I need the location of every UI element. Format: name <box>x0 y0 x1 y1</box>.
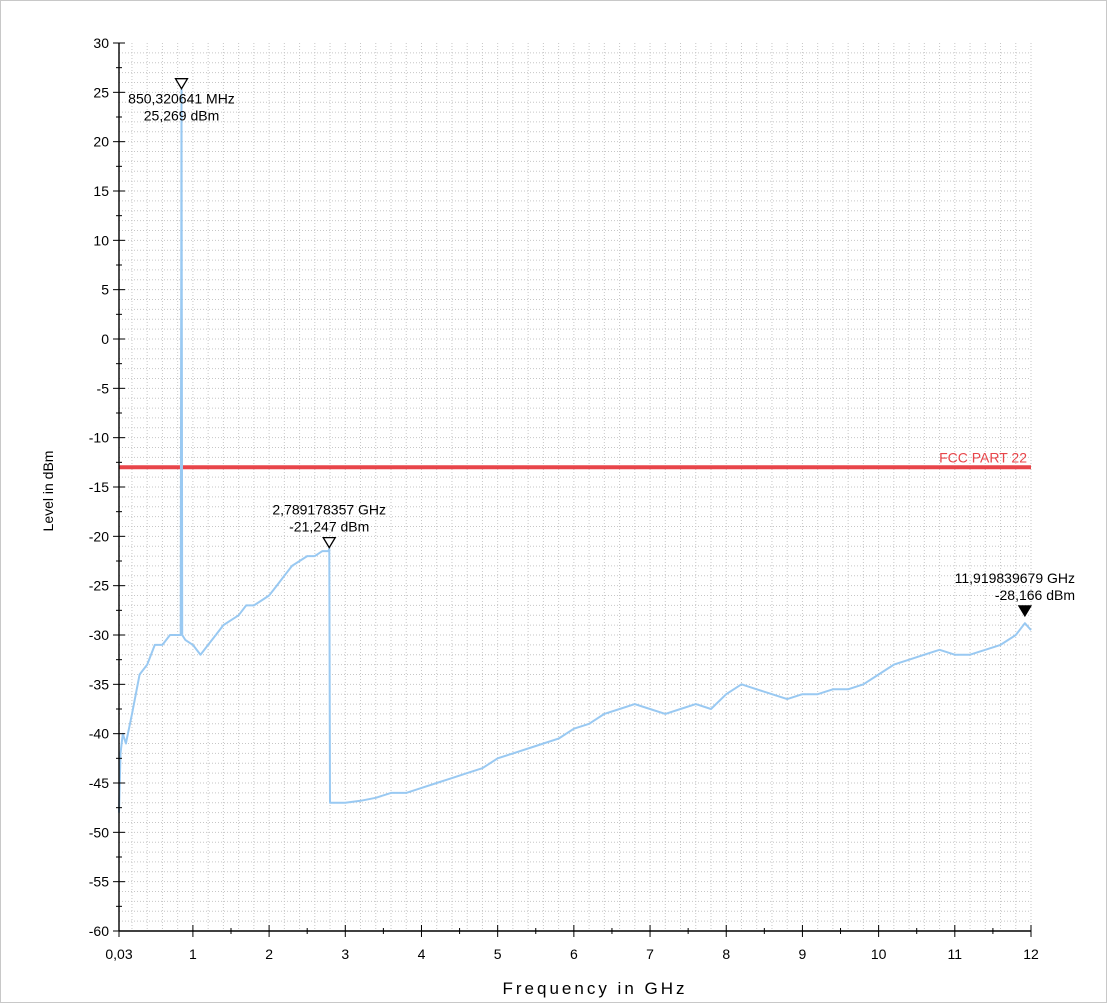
x-tick-label: 1 <box>189 946 197 962</box>
x-tick-label: 8 <box>722 946 730 962</box>
x-tick-label: 6 <box>570 946 578 962</box>
y-tick-label: 10 <box>93 232 109 248</box>
y-tick-label: -60 <box>89 923 109 939</box>
spectrum-trace <box>118 88 1032 813</box>
x-tick-label: 7 <box>646 946 654 962</box>
marker-level-label: 25,269 dBm <box>144 108 220 124</box>
marker-triangle <box>1017 605 1033 618</box>
y-tick-label: -5 <box>97 380 110 396</box>
x-tick-label: 11 <box>948 946 963 962</box>
y-tick-label: -25 <box>89 578 109 594</box>
y-tick-label: -55 <box>89 874 109 890</box>
y-tick-label: -45 <box>89 775 109 791</box>
grid <box>119 43 1032 931</box>
limit-line-label: FCC PART 22 <box>939 449 1027 465</box>
y-tick-label: -20 <box>89 528 109 544</box>
marker-triangle <box>322 536 337 549</box>
x-tick-label: 12 <box>1023 946 1039 962</box>
x-tick-label: 10 <box>871 946 887 962</box>
y-tick-label: -50 <box>89 824 109 840</box>
y-tick-label: 5 <box>101 282 109 298</box>
x-tick-label: 4 <box>418 946 426 962</box>
y-axis-title: Level in dBm <box>40 451 56 532</box>
y-tick-label: 30 <box>93 35 109 51</box>
y-tick-label: 0 <box>101 331 109 347</box>
y-tick-label: 15 <box>93 183 109 199</box>
y-tick-label: -15 <box>89 479 109 495</box>
y-tick-label: 20 <box>93 134 109 150</box>
x-tick-label: 5 <box>494 946 502 962</box>
marker-frequency-label: 2,789178357 GHz <box>272 502 386 518</box>
x-tick-label: 3 <box>341 946 349 962</box>
y-tick-label: -30 <box>89 627 109 643</box>
marker-level-label: -21,247 dBm <box>289 519 369 535</box>
x-axis-title: Frequency in GHz <box>503 979 688 998</box>
y-tick-label: 25 <box>93 84 109 100</box>
y-tick-label: -40 <box>89 726 109 742</box>
y-tick-label: -35 <box>89 676 109 692</box>
x-tick-label: 2 <box>265 946 273 962</box>
marker-frequency-label: 11,919839679 GHz <box>955 570 1075 586</box>
x-tick-label: 9 <box>799 946 807 962</box>
marker-level-label: -28,166 dBm <box>995 587 1075 603</box>
x-tick-label: 0,03 <box>105 946 132 962</box>
limit-line-group: FCC PART 22 <box>119 449 1031 470</box>
series-group <box>118 88 1032 813</box>
marker-frequency-label: 850,320641 MHz <box>128 91 235 107</box>
axes: 302520151050-5-10-15-20-25-30-35-40-45-5… <box>89 35 1039 962</box>
marker-triangle <box>174 78 189 90</box>
y-tick-label: -10 <box>89 430 109 446</box>
